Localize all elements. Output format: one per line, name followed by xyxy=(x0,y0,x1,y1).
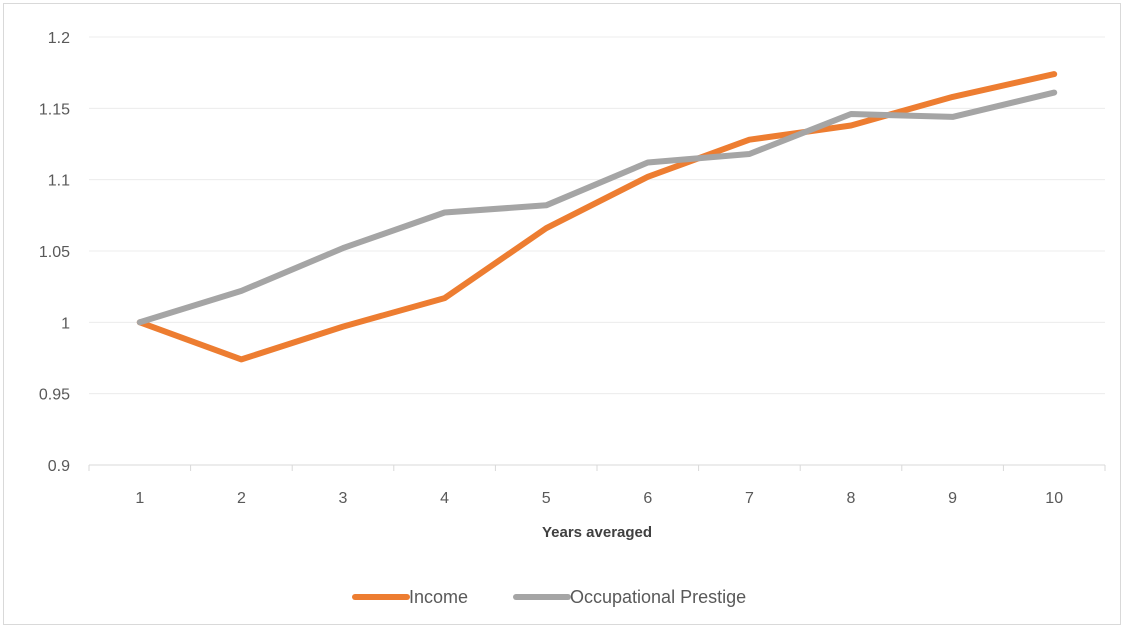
x-tick-label: 10 xyxy=(1045,490,1063,507)
x-tick-label: 4 xyxy=(440,490,449,507)
legend: Income Occupational Prestige xyxy=(352,587,746,607)
x-tick-label: 5 xyxy=(542,490,551,507)
x-axis-title: Years averaged xyxy=(542,524,652,541)
x-tick-label: 7 xyxy=(745,490,754,507)
y-tick-label: 1.2 xyxy=(48,30,70,47)
x-axis-tick-labels: 1 2 3 4 5 6 7 8 9 10 xyxy=(135,490,1063,507)
x-tick-label: 1 xyxy=(135,490,144,507)
series-line-income xyxy=(136,71,1058,363)
x-tick-label: 3 xyxy=(339,490,348,507)
legend-label: Occupational Prestige xyxy=(570,587,746,607)
y-tick-label: 1.1 xyxy=(48,173,70,190)
legend-label: Income xyxy=(409,587,468,607)
y-tick-label: 1.15 xyxy=(39,101,70,118)
y-axis-tick-labels: 0.9 0.95 1 1.05 1.1 1.15 1.2 xyxy=(39,30,70,475)
x-tick-label: 9 xyxy=(948,490,957,507)
y-tick-label: 1 xyxy=(61,315,70,332)
y-tick-label: 1.05 xyxy=(39,244,70,261)
series-line-occupational-prestige xyxy=(136,89,1058,326)
x-tick-label: 6 xyxy=(643,490,652,507)
x-tick-label: 2 xyxy=(237,490,246,507)
gridlines xyxy=(89,36,1105,395)
y-tick-label: 0.9 xyxy=(48,458,70,475)
x-tick-label: 8 xyxy=(847,490,856,507)
y-tick-label: 0.95 xyxy=(39,387,70,404)
chart-frame xyxy=(3,3,1121,625)
x-axis xyxy=(88,464,1106,471)
series-lines xyxy=(136,71,1058,363)
